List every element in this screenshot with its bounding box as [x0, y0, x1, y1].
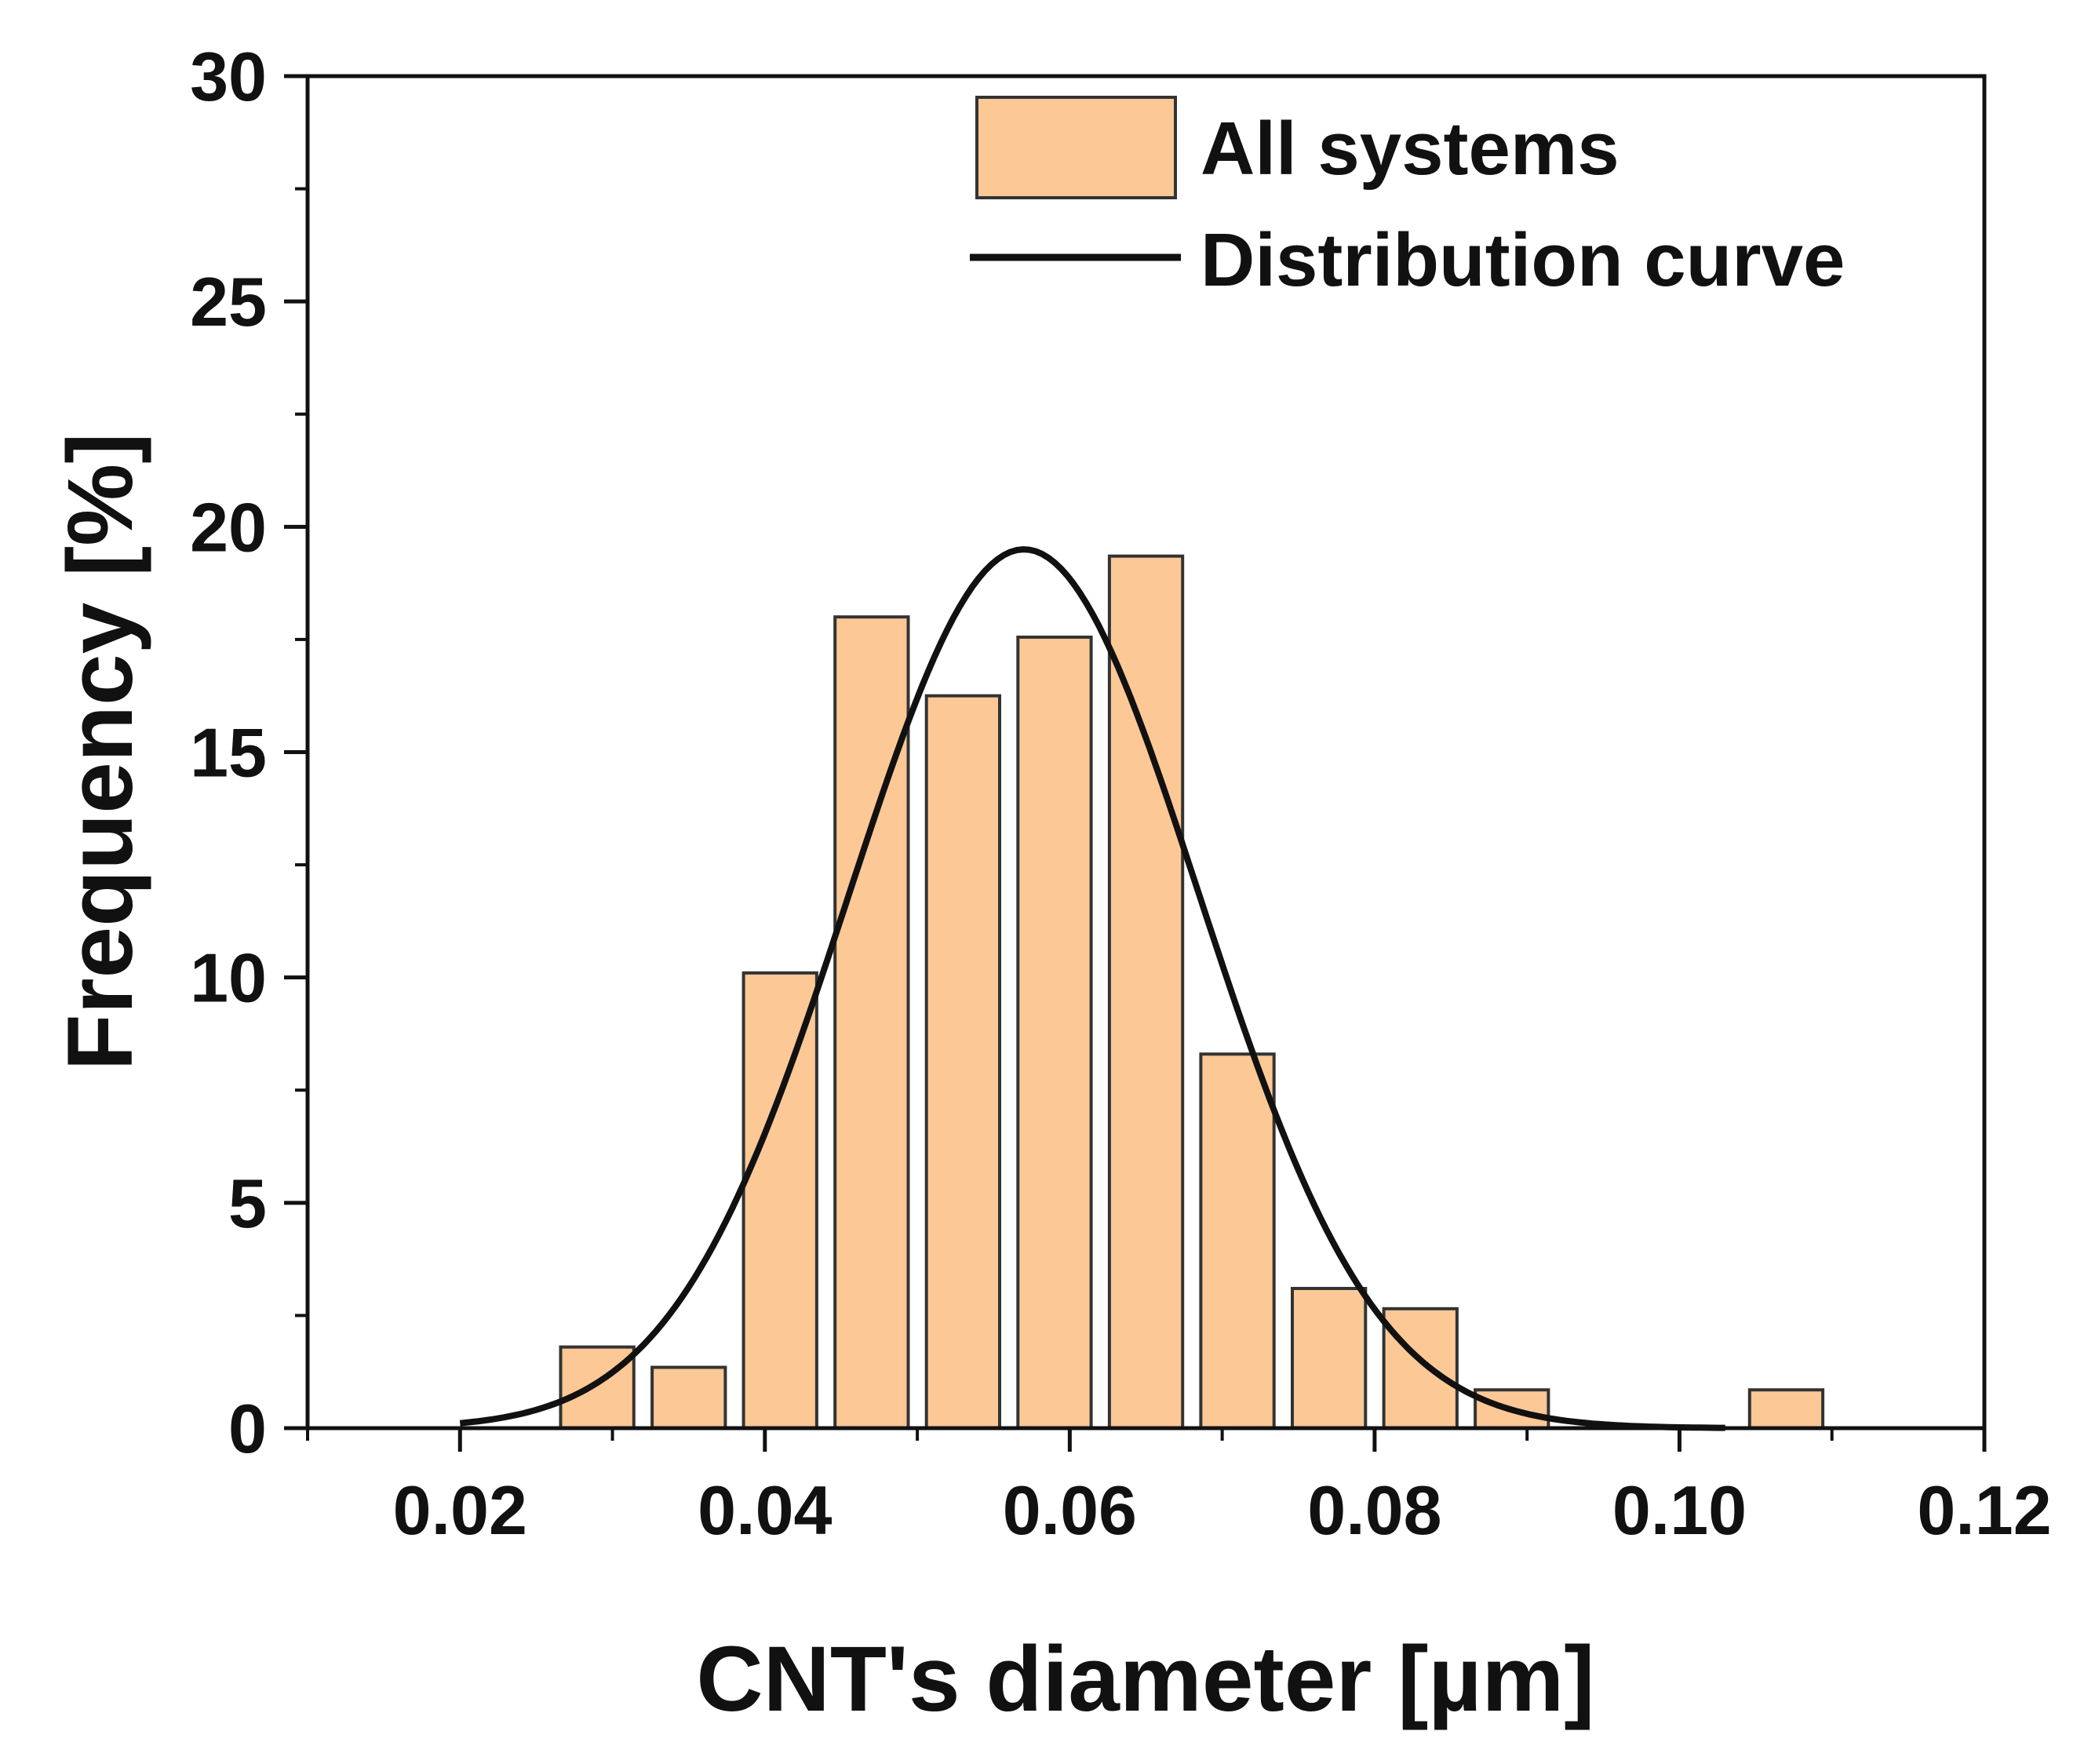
histogram-bar [1199, 1052, 1276, 1431]
tick-labels-layer: 0 5 10 15 20 25 30 0.02 0.04 0.06 0.08 0.10 0.12 [190, 38, 2052, 1549]
y-tick-label: 0 [228, 1390, 267, 1467]
legend-swatch-all-systems [975, 96, 1177, 199]
histogram-bar [1382, 1307, 1459, 1431]
histogram-bar [1107, 554, 1185, 1431]
histogram-bar [833, 615, 910, 1431]
histogram-bar [1291, 1287, 1368, 1430]
x-tick-label: 0.04 [698, 1471, 832, 1549]
x-tick-label: 0.12 [1917, 1471, 2051, 1549]
histogram-bar [1747, 1388, 1825, 1430]
x-tick-label: 0.08 [1307, 1471, 1441, 1549]
y-tick-label: 30 [190, 38, 267, 115]
ticks-layer [284, 74, 1987, 1452]
y-tick-label: 25 [190, 263, 267, 341]
y-axis-title: Frequency [%] [49, 432, 152, 1070]
y-tick-label: 5 [228, 1164, 267, 1242]
histogram-bar [741, 971, 818, 1430]
histogram-bar [924, 694, 1001, 1430]
x-tick-label: 0.02 [393, 1471, 527, 1549]
y-tick-label: 10 [190, 939, 267, 1017]
y-tick-label: 20 [190, 488, 267, 566]
x-tick-label: 0.10 [1612, 1471, 1747, 1549]
legend-label-all-systems: All systems [1201, 107, 1620, 191]
distribution-curve [459, 546, 1725, 1431]
curve-layer [459, 546, 1725, 1431]
legend-label-distribution-curve: Distribution curve [1201, 218, 1845, 302]
x-tick-label: 0.06 [1003, 1471, 1137, 1549]
legend: All systems Distribution curve [970, 96, 1845, 302]
bars-layer [559, 554, 1825, 1431]
histogram-bar [650, 1365, 727, 1430]
histogram-bar [559, 1345, 636, 1430]
y-tick-label: 15 [190, 714, 267, 792]
x-axis-title: CNT's diameter [µm] [696, 1627, 1594, 1731]
histogram-bar [1016, 636, 1093, 1430]
